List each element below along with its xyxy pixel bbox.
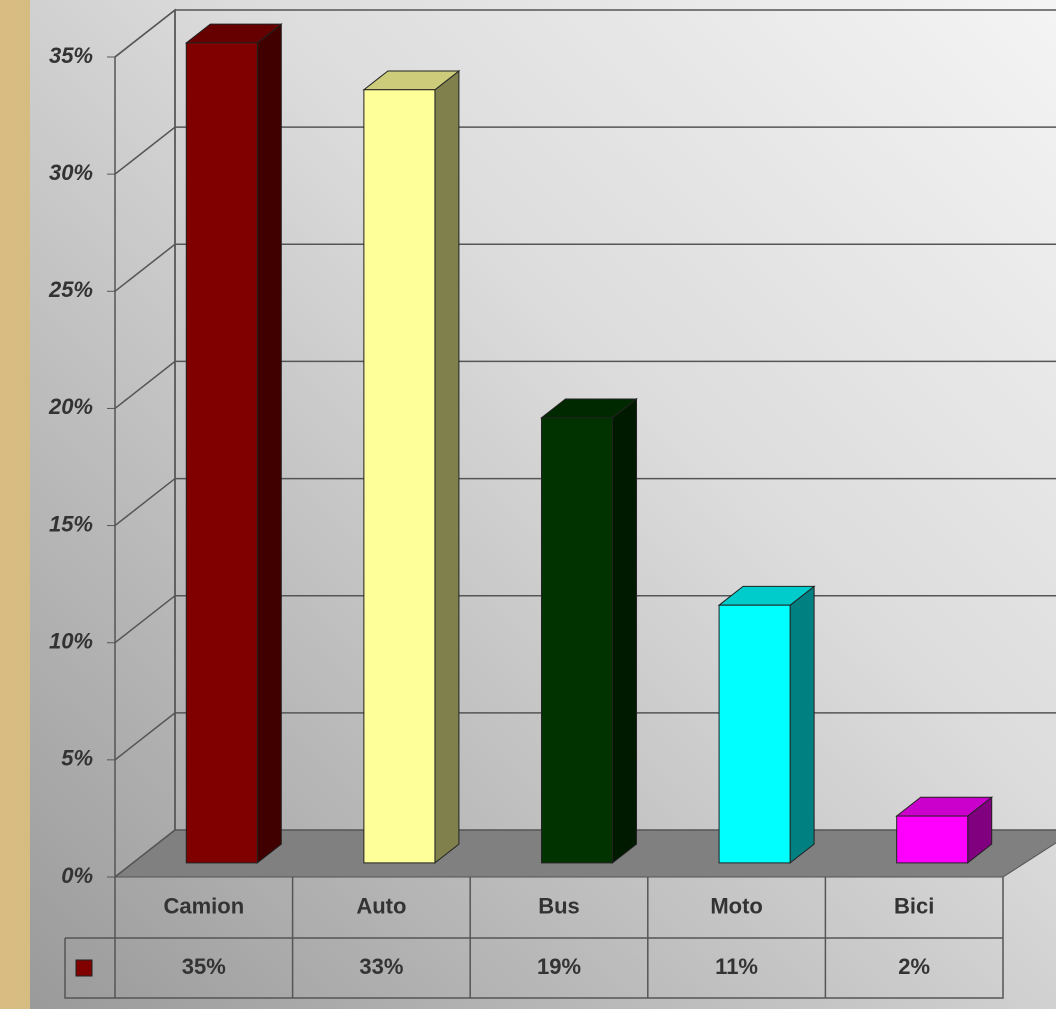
- y-tick-label: 15%: [49, 511, 93, 536]
- x-tick-label: Auto: [356, 893, 406, 918]
- bar: [540, 417, 614, 864]
- bar: [185, 42, 258, 864]
- grid-line: [114, 243, 1056, 292]
- grid-line: [114, 360, 1056, 410]
- bar-side: [612, 397, 638, 864]
- y-tick-label: 10%: [49, 629, 93, 654]
- y-tick-label: 25%: [48, 277, 93, 302]
- y-tick-label: 5%: [61, 746, 93, 771]
- bar: [718, 604, 791, 864]
- x-tick-label: Moto: [710, 893, 763, 918]
- x-tick-label: Bus: [538, 893, 580, 918]
- bar: [896, 815, 969, 864]
- bar-side: [789, 585, 815, 864]
- y-tick-label: 35%: [49, 43, 93, 68]
- y-tick-label: 0%: [61, 863, 93, 888]
- grid-line: [114, 126, 1056, 175]
- bar: [363, 89, 436, 864]
- y-tick-label: 30%: [49, 160, 93, 185]
- grid-line: [114, 477, 1056, 527]
- value-label: 33%: [359, 954, 403, 979]
- value-label: 19%: [537, 954, 581, 979]
- value-label: 2%: [898, 954, 930, 979]
- bar-side: [434, 69, 460, 864]
- x-tick-label: Bici: [894, 893, 934, 918]
- value-label: 11%: [715, 954, 758, 979]
- legend-key: [75, 959, 93, 977]
- value-label: 35%: [182, 954, 226, 979]
- y-tick-label: 20%: [48, 394, 93, 419]
- x-tick-label: Camion: [163, 893, 244, 918]
- bar-side: [256, 23, 282, 864]
- table-border: [64, 938, 115, 999]
- grid-line: [114, 9, 1056, 58]
